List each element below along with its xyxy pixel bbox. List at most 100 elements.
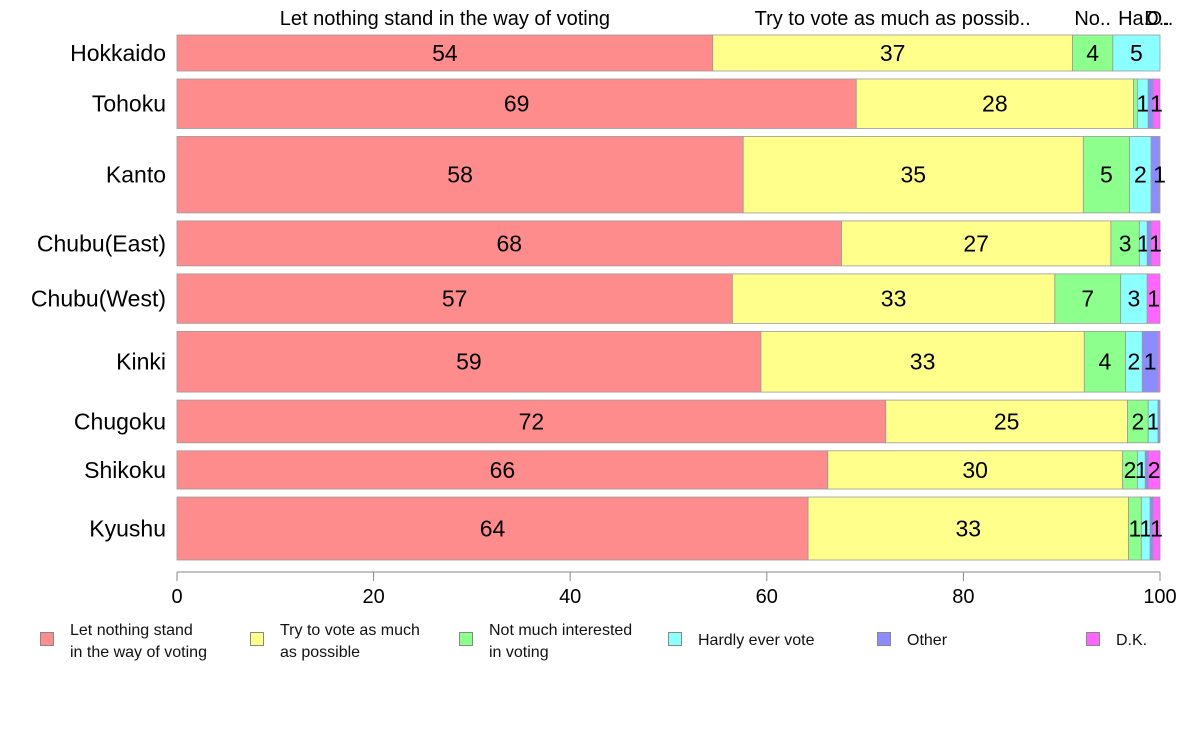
x-tick-label: 20 (362, 586, 384, 608)
series-header-label: Try to vote as much as possib.. (755, 8, 1031, 30)
series-header-label: D.. (1144, 8, 1170, 30)
legend-swatch (459, 632, 473, 646)
data-label: 33 (881, 286, 907, 312)
series-header-label: Let nothing stand in the way of voting (280, 8, 610, 30)
data-label: 35 (900, 162, 926, 188)
bar-segment-let-nothing-stand-in-the-way-of-voting (176, 450, 829, 490)
series-header-label: Ha.. (1118, 8, 1155, 30)
x-tick-label: 40 (559, 586, 581, 608)
bar-segment-let-nothing-stand-in-the-way-of-voting (176, 34, 714, 72)
legend-item-hardly-ever-vote: Hardly ever vote (668, 620, 815, 652)
legend-item-not-much-interested-in-voting: Not much interested in voting (459, 620, 632, 664)
data-label: 1 (1144, 349, 1157, 375)
bar-segment-d-k (1152, 78, 1161, 129)
data-label: 1 (1139, 516, 1152, 542)
data-label: 5 (1100, 162, 1113, 188)
data-label: 27 (963, 230, 989, 256)
category-label: Kyushu (89, 516, 166, 542)
bar-segment-try-to-vote-as-much-as-possible (841, 220, 1112, 267)
legend-swatch (877, 632, 891, 646)
data-label: 72 (519, 408, 545, 434)
bar-segment-try-to-vote-as-much-as-possible (827, 450, 1124, 490)
data-label: 1 (1149, 230, 1162, 256)
bar-segment-d-k (1152, 496, 1161, 561)
data-label: 1 (1150, 516, 1163, 542)
data-label: 1 (1147, 408, 1160, 434)
legend-label: D.K. (1116, 632, 1148, 649)
legend-label: Hardly ever vote (698, 632, 815, 649)
legend-swatch (40, 632, 54, 646)
data-label: 33 (910, 349, 936, 375)
bar-segment-try-to-vote-as-much-as-possible (807, 496, 1129, 561)
legend-swatch (250, 632, 264, 646)
category-label: Kanto (106, 162, 166, 188)
bar-segment-other (1157, 399, 1161, 444)
legend-item-try-to-vote-as-much-as-possible: Try to vote as much as possible (250, 620, 420, 664)
data-label: 1 (1153, 162, 1166, 188)
legend-label: Try to vote as much as possible (280, 622, 420, 661)
data-label: 1 (1147, 286, 1160, 312)
data-label: 4 (1086, 40, 1099, 66)
bar-segment-let-nothing-stand-in-the-way-of-voting (176, 78, 857, 129)
category-label: Chubu(East) (37, 230, 166, 256)
data-label: 57 (442, 286, 468, 312)
data-label: 37 (880, 40, 906, 66)
data-label: 64 (480, 516, 506, 542)
data-label: 7 (1081, 286, 1094, 312)
category-label: Tohoku (92, 91, 166, 117)
bar-segment-try-to-vote-as-much-as-possible (760, 330, 1085, 393)
bar-segment-let-nothing-stand-in-the-way-of-voting (176, 399, 887, 444)
bar-segment-not-much-interested-in-voting (1083, 330, 1126, 393)
data-label: 30 (962, 457, 988, 483)
data-label: 4 (1099, 349, 1112, 375)
data-label: 2 (1148, 457, 1161, 483)
data-label: 2 (1124, 457, 1137, 483)
data-label: 1 (1150, 91, 1163, 117)
data-label: 66 (490, 457, 516, 483)
legend-label: Let nothing stand in the way of voting (70, 622, 207, 661)
bar-segment-d-k (1150, 220, 1161, 267)
category-label: Chubu(West) (31, 286, 166, 312)
legend-label: Other (907, 632, 948, 649)
bar-segment-hardly-ever-vote (1112, 34, 1161, 72)
legend-label: Not much interested in voting (489, 622, 633, 661)
bar-segment-let-nothing-stand-in-the-way-of-voting (176, 136, 744, 214)
data-label: 1 (1137, 230, 1150, 256)
category-label: Shikoku (84, 457, 166, 483)
data-label: 28 (982, 91, 1008, 117)
bar-segment-try-to-vote-as-much-as-possible (855, 78, 1134, 129)
x-tick-label: 80 (952, 586, 974, 608)
bar-segment-d-k (1146, 273, 1161, 324)
data-label: 69 (504, 91, 530, 117)
data-label: 2 (1134, 162, 1147, 188)
bar-segment-d-k (1157, 330, 1161, 393)
x-tick-label: 60 (756, 586, 778, 608)
data-label: 33 (956, 516, 982, 542)
data-label: 2 (1131, 408, 1144, 434)
bar-segment-let-nothing-stand-in-the-way-of-voting (176, 273, 733, 324)
data-label: 1 (1129, 516, 1142, 542)
category-label: Chugoku (74, 408, 166, 434)
legend-item-let-nothing-stand-in-the-way-of-voting: Let nothing stand in the way of voting (40, 620, 207, 664)
category-label: Kinki (116, 349, 166, 375)
bar-segment-d-k (1147, 450, 1161, 490)
series-header-label: O.. (1147, 8, 1174, 30)
data-label: 68 (496, 230, 522, 256)
series-header-label: No.. (1074, 8, 1111, 30)
data-label: 1 (1135, 457, 1148, 483)
data-label: 25 (994, 408, 1020, 434)
bar-segment-try-to-vote-as-much-as-possible (885, 399, 1128, 444)
data-label: 3 (1128, 286, 1141, 312)
data-label: 58 (447, 162, 473, 188)
bar-segment-try-to-vote-as-much-as-possible (731, 273, 1056, 324)
legend-swatch (1086, 632, 1100, 646)
bar-segment-let-nothing-stand-in-the-way-of-voting (176, 220, 842, 267)
legend-item-d-k: D.K. (1086, 620, 1147, 652)
bar-segment-let-nothing-stand-in-the-way-of-voting (176, 330, 762, 393)
legend-item-other: Other (877, 620, 947, 652)
data-label: 1 (1136, 91, 1149, 117)
x-tick-label: 0 (171, 586, 182, 608)
data-label: 3 (1119, 230, 1132, 256)
x-tick-label: 100 (1143, 586, 1176, 608)
